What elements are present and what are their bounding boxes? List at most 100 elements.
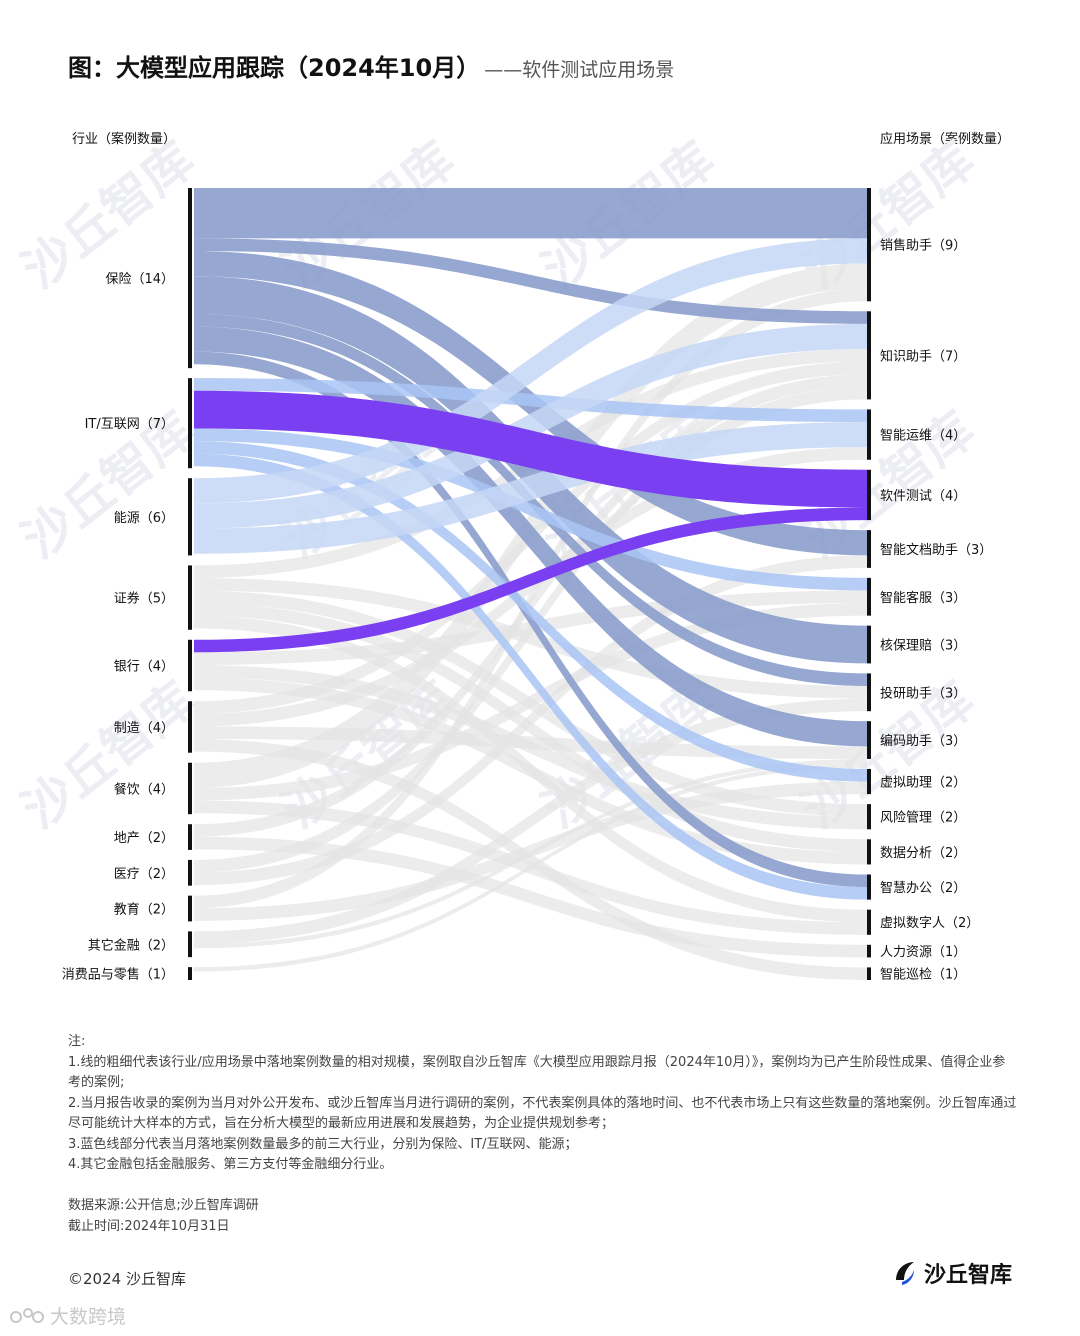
right-node-label: 风险管理（2） bbox=[880, 811, 966, 826]
right-column-header: 应用场景（案例数量） bbox=[880, 132, 1011, 147]
right-node-label: 智能运维（4） bbox=[880, 429, 966, 444]
bottom-watermark: 大数跨境 bbox=[10, 1302, 126, 1329]
link-教育-销售助手 bbox=[194, 288, 867, 909]
link-能源-智能运维 bbox=[194, 422, 867, 554]
right-node-label: 智能文档助手（3） bbox=[880, 543, 992, 558]
right-node-label: 知识助手（7） bbox=[880, 348, 966, 364]
right-node-label: 数据分析（2） bbox=[880, 846, 966, 861]
link-IT-智慧办公 bbox=[194, 453, 867, 900]
right-node-bar bbox=[867, 625, 871, 664]
right-node-label: 虚拟助理（2） bbox=[880, 776, 966, 791]
left-node-label: 教育（2） bbox=[114, 902, 174, 918]
page-title: 图：大模型应用跟踪（2024年10月） ——软件测试应用场景 bbox=[68, 48, 674, 83]
right-node-label: 虚拟数字人（2） bbox=[880, 916, 979, 931]
sankey-diagram: 沙丘智库沙丘智库沙丘智库沙丘智库沙丘智库沙丘智库沙丘智库沙丘智库沙丘智库沙丘智库… bbox=[12, 131, 993, 983]
left-node-label: 证券（5） bbox=[114, 591, 174, 607]
brand: 沙丘智库 bbox=[892, 1257, 1012, 1289]
link-IT-软件测试 bbox=[194, 390, 867, 508]
right-node-bar bbox=[867, 839, 871, 865]
link-教育-虚拟助理 bbox=[194, 781, 867, 921]
left-column-header: 行业（案例数量） bbox=[72, 132, 177, 147]
left-node-label: 能源（6） bbox=[114, 511, 174, 526]
right-node-label: 软件测试（4） bbox=[880, 489, 966, 504]
link-银行-软件测试 bbox=[194, 507, 867, 653]
right-node-label: 人力资源（1） bbox=[880, 945, 966, 960]
left-node-bar bbox=[188, 565, 192, 630]
left-node-bar bbox=[188, 639, 192, 692]
right-node-bar bbox=[867, 469, 871, 521]
link-地产-人力资源 bbox=[194, 836, 867, 958]
link-保险-知识助手 bbox=[194, 238, 867, 324]
link-证券-数据分析 bbox=[194, 603, 867, 852]
left-node-label: 消费品与零售（1） bbox=[62, 967, 174, 983]
left-node-bar bbox=[188, 762, 192, 815]
right-node-bar bbox=[867, 874, 871, 900]
brand-logo-icon bbox=[896, 1262, 914, 1285]
data-source: 数据来源:公开信息;沙丘智库调研 bbox=[68, 1198, 259, 1213]
right-node-bar bbox=[867, 530, 871, 568]
left-node-bar bbox=[188, 967, 192, 980]
link-医疗-知识助手 bbox=[194, 386, 867, 873]
note-2: 2.当月报告收录的案例为当月对外公开发布、或沙丘智库当月进行调研的案例，不代表案… bbox=[68, 1095, 1017, 1132]
link-制造-智能运维 bbox=[194, 447, 867, 727]
cutoff-date: 截止时间:2024年10月31日 bbox=[68, 1218, 230, 1234]
right-node-label: 智能客服（3） bbox=[880, 590, 966, 606]
right-node-label: 智能巡检（1） bbox=[880, 968, 966, 983]
right-node-bar bbox=[867, 311, 871, 400]
right-node-bar bbox=[867, 577, 871, 616]
left-node-label: IT/互联网（7） bbox=[85, 417, 174, 432]
right-node-label: 销售助手（9） bbox=[880, 238, 966, 254]
left-node-label: 其它金融（2） bbox=[88, 937, 174, 953]
right-node-bar bbox=[867, 409, 871, 460]
left-node-label: 餐饮（4） bbox=[114, 781, 174, 797]
note-1: 1.线的粗细代表该行业/应用场景中落地案例数量的相对规模，案例取自沙丘智库《大模… bbox=[68, 1054, 1006, 1091]
right-node-bar bbox=[867, 673, 871, 712]
left-node-bar bbox=[188, 824, 192, 850]
left-node-bar bbox=[188, 895, 192, 922]
link-保险-智慧办公 bbox=[194, 351, 867, 888]
left-node-label: 保险（14） bbox=[105, 272, 174, 287]
left-node-bar bbox=[188, 931, 192, 958]
right-node-label: 核保理赔（3） bbox=[880, 639, 966, 654]
link-其它金融-编码助手 bbox=[194, 758, 867, 949]
link-保险-销售助手 bbox=[194, 188, 867, 239]
right-node-label: 编码助手（3） bbox=[880, 734, 966, 749]
link-IT-虚拟助理 bbox=[194, 441, 867, 782]
left-node-bar bbox=[188, 701, 192, 753]
copyright: ©2024 沙丘智库 bbox=[68, 1270, 186, 1288]
watermark-text: 沙丘智库 bbox=[12, 671, 205, 840]
links-colored bbox=[194, 188, 867, 900]
left-node-label: 银行（4） bbox=[114, 660, 174, 675]
link-保险-核保理赔 bbox=[194, 276, 867, 664]
left-node-bar bbox=[188, 378, 192, 469]
source-section: 数据来源:公开信息;沙丘智库调研 截止时间:2024年10月31日 bbox=[68, 1196, 259, 1237]
notes-section: 注: 1.线的粗细代表该行业/应用场景中落地案例数量的相对规模，案例取自沙丘智库… bbox=[68, 1032, 1018, 1176]
right-node-bar bbox=[867, 721, 871, 759]
right-node-bar bbox=[867, 188, 871, 302]
right-node-bar bbox=[867, 804, 871, 830]
links-highlight bbox=[194, 390, 867, 653]
link-IT-智能客服 bbox=[194, 428, 867, 591]
brand-name: 沙丘智库 bbox=[924, 1263, 1013, 1288]
left-node-bar bbox=[188, 188, 192, 369]
right-node-bar bbox=[867, 768, 871, 795]
right-node-bar bbox=[867, 944, 871, 958]
chart-title: 图：大模型应用跟踪（2024年10月） bbox=[68, 54, 481, 82]
link-医疗-智能文档助手 bbox=[194, 555, 867, 886]
bottom-watermark-text: 大数跨境 bbox=[50, 1306, 127, 1328]
link-其它金融-投研助手 bbox=[194, 698, 867, 944]
left-node-bar bbox=[188, 859, 192, 886]
link-IT-智能运维 bbox=[194, 378, 867, 422]
right-node-label: 智慧办公（2） bbox=[880, 880, 966, 896]
right-node-label: 投研助手（3） bbox=[880, 685, 966, 701]
link-银行-数据分析 bbox=[194, 677, 867, 865]
link-能源-销售助手 bbox=[194, 238, 867, 504]
link-保险-编码助手 bbox=[194, 326, 867, 747]
link-消费品-编码助手 bbox=[194, 763, 867, 972]
left-node-bar bbox=[188, 478, 192, 556]
right-node-bar bbox=[867, 967, 871, 980]
nodes bbox=[188, 188, 871, 980]
chart-subtitle: ——软件测试应用场景 bbox=[484, 59, 675, 81]
link-证券-投研助手 bbox=[194, 578, 867, 699]
link-制造-智能巡检 bbox=[194, 739, 867, 980]
